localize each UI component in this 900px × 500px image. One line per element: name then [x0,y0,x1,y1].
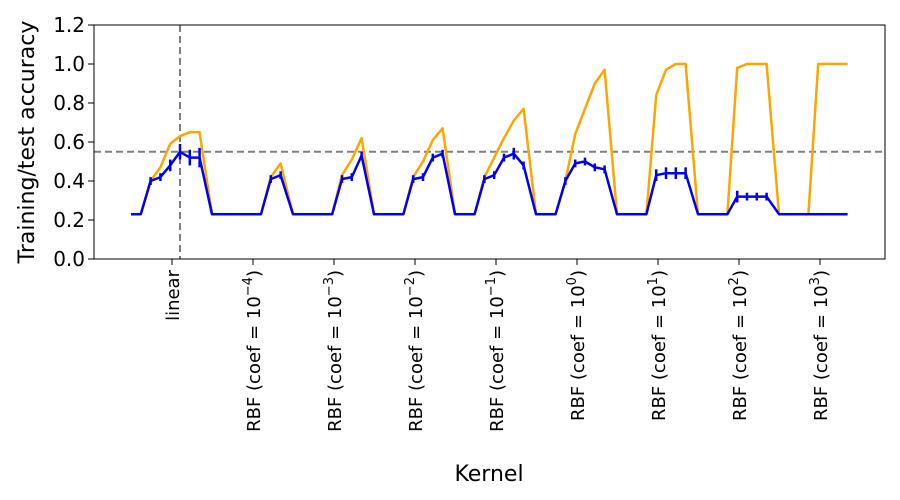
series-layer [131,62,848,216]
y-tick-label: 0.4 [53,169,85,193]
x-axis: linear RBF (coef = 10−4) RBF (coef = 10−3)… [163,259,832,432]
x-tick-label: RBF (coef = 103) [808,270,832,421]
x-tick-label: RBF (coef = 10−3) [322,270,346,432]
x-tick-label: RBF (coef = 10−2) [403,270,427,432]
x-axis-label: Kernel [454,462,523,487]
series-1-line [131,150,848,216]
x-tick-label: RBF (coef = 10−4) [241,270,265,432]
y-axis-label: Training/test accuracy [15,21,40,265]
reference-lines [94,25,885,259]
y-tick-label: 0.6 [53,130,85,154]
y-tick-label: 0.8 [53,91,85,115]
x-tick-label: RBF (coef = 10−1) [484,270,508,432]
x-tick-label: linear [163,269,184,321]
plot-frame [93,24,886,260]
y-tick-label: 0.2 [53,208,85,232]
y-tick-label: 1.2 [53,13,85,37]
y-tick-label: 0.0 [53,247,85,271]
x-tick-label: RBF (coef = 102) [727,270,751,421]
y-axis: 0.0 0.2 0.4 0.6 0.8 1.0 1.2 [53,13,94,271]
x-tick-label: RBF (coef = 100) [565,270,589,421]
x-tick-label: RBF (coef = 101) [646,270,670,421]
series-0-line [131,62,848,216]
y-tick-label: 1.0 [53,52,85,76]
